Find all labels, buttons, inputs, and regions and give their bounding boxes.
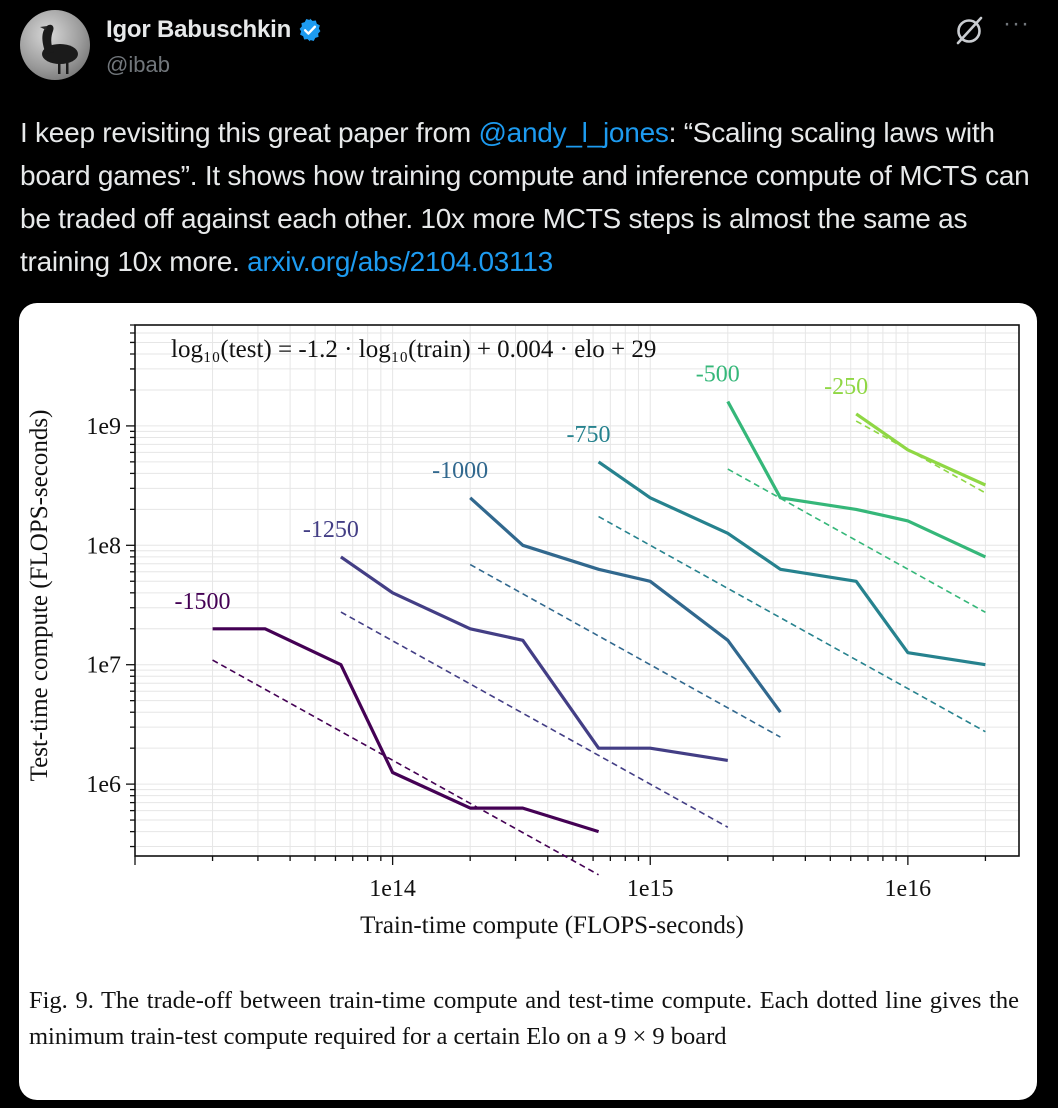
y-tick-label: 1e9	[86, 414, 121, 440]
y-tick-label: 1e6	[86, 772, 121, 798]
x-tick-label: 1e14	[369, 876, 416, 902]
tweet-text-part2: : “Scaling scaling laws with board games…	[20, 117, 1038, 277]
series-label-1500: -1500	[175, 589, 231, 615]
series-line-1250	[339, 555, 729, 762]
grok-icon[interactable]	[952, 14, 986, 48]
fit-line-1000	[469, 563, 781, 738]
y-tick-label: 1e8	[86, 533, 121, 559]
tweet-text-part1: I keep revisiting this great paper from	[20, 117, 479, 148]
arxiv-link[interactable]: arxiv.org/abs/2104.03113	[247, 246, 553, 277]
plot-frame	[134, 324, 1020, 857]
goose-avatar-icon	[40, 24, 78, 74]
verified-badge-icon	[299, 18, 321, 42]
fit-equation: log₁₀(test) = -1.2 · log₁₀(train) + 0.00…	[171, 336, 656, 363]
author-avatar[interactable]	[20, 10, 90, 80]
x-tick-label: 1e16	[885, 876, 932, 902]
series-label-750: -750	[567, 422, 611, 448]
mention-link[interactable]: @andy_l_jones	[478, 117, 669, 148]
series-line-750	[597, 460, 986, 667]
series-label-500: -500	[696, 362, 740, 388]
scaling-chart: 1e14 1e15 1e16 1e6 1e7 1e8 1e9 Train-time compu…	[26, 324, 1020, 939]
series-line-1500	[212, 627, 600, 834]
fit-line-1500	[212, 659, 599, 876]
author-name-row: Igor Babuschkin	[106, 16, 323, 44]
series-label-1000: -1000	[432, 458, 488, 484]
x-axis-label: Train-time compute (FLOPS-seconds)	[360, 912, 744, 939]
tweet-text: I keep revisiting this great paper from …	[20, 111, 1045, 283]
y-axis-label: Test-time compute (FLOPS-seconds)	[26, 410, 53, 782]
series-line-500	[726, 400, 987, 559]
author-name[interactable]: Igor Babuschkin	[106, 16, 292, 43]
fit-line-500	[727, 468, 986, 614]
y-tick-label: 1e7	[86, 653, 121, 679]
more-options-icon[interactable]: ···	[1003, 10, 1030, 37]
series-line-1000	[469, 496, 782, 714]
x-tick-label: 1e15	[627, 876, 674, 902]
series-label-1250: -1250	[303, 517, 359, 543]
series-label-250: -250	[824, 374, 868, 400]
fit-line-1250	[340, 611, 729, 828]
media-image[interactable]: 1e14 1e15 1e16 1e6 1e7 1e8 1e9 Train-time compu…	[19, 303, 1037, 1100]
series-line-250	[855, 412, 987, 487]
author-handle[interactable]: @ibab	[106, 52, 170, 77]
fit-line-750	[598, 515, 986, 733]
figure-caption: Fig. 9. The trade-off between train-time…	[29, 987, 1019, 1050]
